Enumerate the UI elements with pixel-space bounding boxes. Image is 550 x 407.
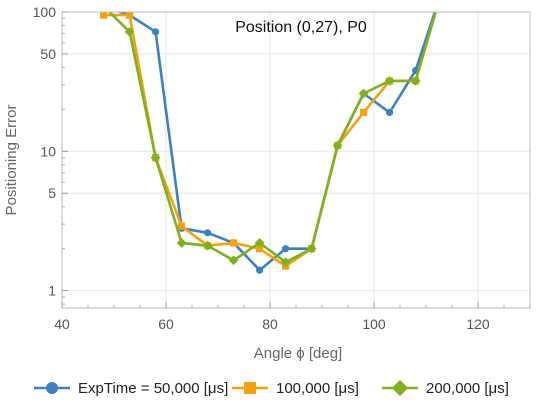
data-point <box>228 255 239 266</box>
data-point <box>204 229 212 237</box>
data-point <box>99 1 109 11</box>
y-tick-label: 10 <box>40 143 56 159</box>
data-point <box>230 239 238 247</box>
series-3 <box>99 1 438 268</box>
series-layer <box>99 1 438 274</box>
data-point <box>100 3 107 10</box>
data-point <box>202 240 213 251</box>
data-point <box>332 140 343 151</box>
data-point <box>358 88 369 99</box>
data-point <box>150 152 161 163</box>
x-axis-title: Angle ϕ [deg] <box>254 345 342 362</box>
data-point <box>282 245 290 253</box>
legend-item-1: ExpTime = 50,000 [μs] <box>34 380 228 397</box>
data-point <box>254 238 265 248</box>
legend-marker <box>244 382 256 394</box>
axis-ticks: 40 60 80 100 120 1 5 10 50 100 <box>33 4 531 332</box>
series-line <box>116 12 437 272</box>
y-tick-label: 5 <box>48 185 56 201</box>
legend-label: 200,000 [μs] <box>426 380 509 397</box>
legend-label: ExpTime = 50,000 [μs] <box>78 380 228 397</box>
data-point <box>152 28 160 36</box>
legend-item-2: 100,000 [μs] <box>232 380 359 397</box>
data-point <box>410 76 421 86</box>
data-point <box>124 27 135 37</box>
data-point <box>280 257 291 268</box>
y-tick-label: 100 <box>33 4 57 20</box>
series-line <box>107 12 438 264</box>
legend-marker <box>391 379 409 397</box>
x-tick-label: 40 <box>54 316 70 332</box>
y-tick-label: 50 <box>40 46 56 62</box>
legend: ExpTime = 50,000 [μs] 100,000 [μs] 200,000… <box>34 379 509 397</box>
data-point <box>178 222 186 230</box>
legend-label: 100,000 [μs] <box>276 380 359 397</box>
x-tick-label: 100 <box>362 316 386 332</box>
data-point <box>176 238 187 248</box>
x-tick-label: 120 <box>466 316 490 332</box>
grid <box>62 12 530 308</box>
data-point <box>256 245 264 253</box>
data-point <box>384 76 395 86</box>
data-point <box>100 12 108 19</box>
legend-item-3: 200,000 [μs] <box>382 379 509 397</box>
data-point <box>256 266 264 274</box>
data-point <box>126 12 134 19</box>
chart-title: Position (0,27), P0 <box>235 19 367 36</box>
data-point <box>306 243 317 254</box>
data-point <box>360 108 368 117</box>
y-tick-label: 1 <box>48 283 56 299</box>
series-line <box>103 12 438 268</box>
plot-frame <box>61 11 531 309</box>
y-axis-title: Positioning Error <box>3 105 20 216</box>
data-point <box>386 108 394 117</box>
legend-marker <box>46 382 58 394</box>
x-tick-label: 80 <box>262 316 278 332</box>
x-tick-label: 60 <box>158 316 174 332</box>
